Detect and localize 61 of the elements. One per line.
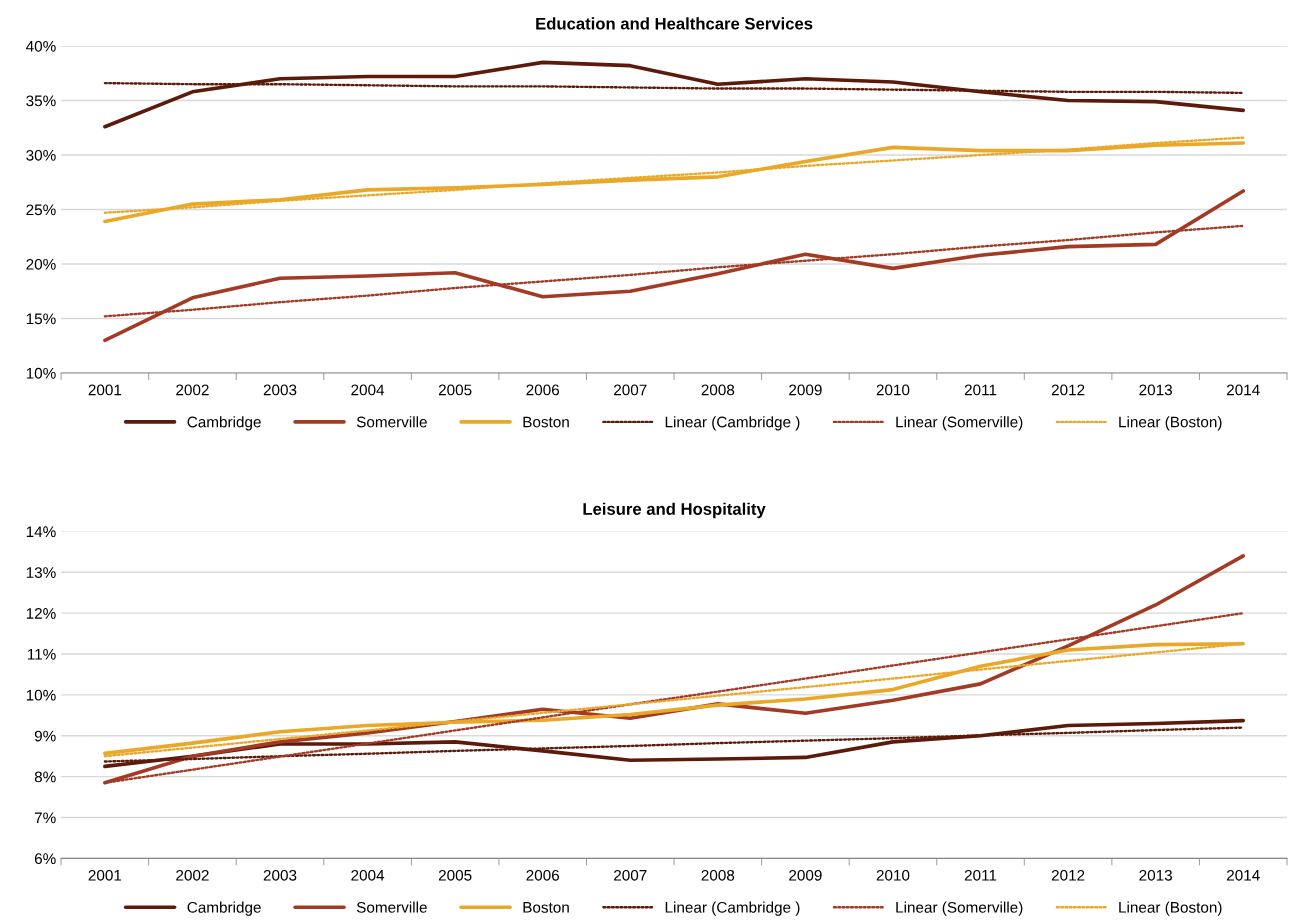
legend-label: Linear (Cambridge ): [665, 901, 800, 916]
x-tick-label: 2002: [176, 869, 209, 881]
x-tick-label: 2013: [1139, 384, 1172, 396]
y-tick-label: 11%: [27, 648, 56, 660]
chart-title: Leisure and Hospitality: [583, 502, 766, 519]
line-series: [103, 718, 1246, 769]
legend-label: Linear (Somerville): [896, 901, 1023, 916]
line-series: [103, 60, 1246, 129]
y-tick-label: 25%: [26, 204, 56, 216]
y-tick-label: 12%: [26, 608, 56, 619]
x-tick-label: 2012: [1051, 384, 1085, 396]
legend-label: Cambridge: [187, 901, 261, 916]
x-tick-label: 2010: [876, 384, 910, 396]
legend-label: Boston: [523, 416, 569, 428]
legend-label: Somerville: [356, 416, 427, 428]
chart-title: Education and Healthcare Services: [536, 17, 813, 30]
x-tick-label: 2013: [1139, 869, 1172, 881]
legend-label: Linear (Cambridge ): [665, 416, 800, 431]
x-tick-label: 2010: [876, 869, 910, 881]
x-tick-label: 2003: [263, 384, 297, 396]
line-series: [103, 189, 1246, 343]
x-tick-label: 2014: [1226, 384, 1260, 396]
x-tick-label: 2006: [526, 869, 560, 881]
x-tick-label: 2014: [1226, 869, 1260, 881]
y-tick-label: 7%: [34, 812, 56, 824]
legend-label: Boston: [523, 902, 569, 913]
x-tick-label: 2003: [263, 869, 297, 881]
y-tick-label: 6%: [34, 853, 56, 865]
x-tick-label: 2004: [351, 869, 385, 881]
x-tick-label: 2008: [701, 869, 735, 881]
x-tick-label: 2008: [701, 384, 735, 396]
x-tick-label: 2001: [88, 384, 122, 396]
y-tick-label: 13%: [26, 567, 56, 578]
y-tick-label: 20%: [26, 258, 56, 270]
legend-label: Cambridge: [187, 416, 261, 431]
y-tick-label: 35%: [26, 95, 56, 107]
x-tick-label: 2007: [614, 869, 647, 881]
legend-label: Somerville: [356, 901, 427, 913]
y-tick-label: 14%: [26, 526, 56, 538]
x-tick-label: 2006: [526, 384, 560, 396]
x-tick-label: 2011: [964, 384, 997, 396]
y-tick-label: 30%: [26, 149, 56, 161]
y-tick-label: 10%: [26, 689, 56, 701]
legend-label: Linear (Boston): [1119, 416, 1222, 431]
y-tick-label: 15%: [26, 313, 56, 325]
legend-label: Linear (Somerville): [896, 416, 1023, 431]
x-tick-label: 2001: [88, 869, 122, 881]
x-tick-label: 2012: [1051, 869, 1085, 881]
legend-label: Linear (Boston): [1119, 901, 1222, 916]
x-tick-label: 2005: [438, 384, 472, 396]
x-tick-label: 2004: [351, 384, 385, 396]
y-tick-label: 8%: [34, 771, 56, 783]
x-tick-label: 2005: [438, 869, 472, 881]
y-tick-label: 40%: [26, 40, 56, 52]
x-tick-label: 2007: [614, 384, 647, 396]
y-tick-label: 10%: [26, 367, 56, 379]
x-tick-label: 2009: [789, 384, 822, 396]
y-tick-label: 9%: [34, 730, 56, 742]
x-tick-label: 2009: [789, 869, 822, 881]
x-tick-label: 2011: [964, 869, 997, 881]
x-tick-label: 2002: [176, 384, 209, 396]
